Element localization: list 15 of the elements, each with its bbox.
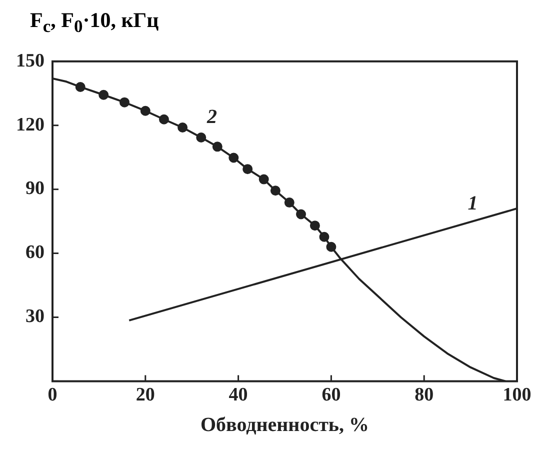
y-tick-label: 150 — [16, 50, 44, 72]
y-axis-title: F$_{c}$, F$_{0}$·10, кГц — [29, 8, 160, 38]
series-label: 1 — [468, 192, 478, 214]
y-tick-label: 120 — [16, 114, 44, 136]
x-tick-label: 60 — [322, 384, 341, 406]
x-tick-label: 80 — [414, 384, 434, 406]
y-tick-label: 90 — [26, 178, 44, 200]
y-tick-label: 60 — [26, 242, 44, 264]
x-tick-label: 0 — [48, 384, 58, 406]
series-label: 2 — [206, 106, 217, 128]
x-tick-label: 100 — [502, 384, 532, 406]
x-tick-label: 20 — [136, 384, 155, 406]
x-axis-title: Обводненность, % — [200, 414, 369, 436]
y-tick-label: 30 — [26, 306, 44, 328]
x-tick-label: 40 — [228, 384, 248, 406]
